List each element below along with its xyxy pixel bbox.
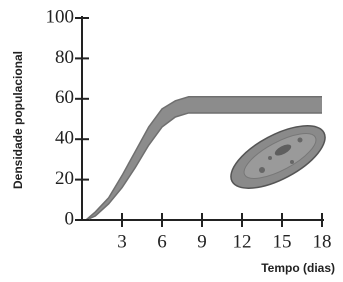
x-tick-label: 9 [197,231,207,252]
x-tick-label: 3 [117,231,127,252]
y-tick-label: 60 [55,87,74,108]
x-axis-label: Tempo (dias) [261,261,335,275]
x-tick-label: 15 [273,231,292,252]
x-tick-label: 18 [313,231,332,252]
x-tick-label: 12 [233,231,252,252]
paramecium-illustration [222,113,334,201]
y-tick-label: 100 [46,6,75,27]
y-tick-label: 0 [65,208,75,229]
y-tick-label: 40 [55,128,74,149]
y-tick-label: 80 [55,47,74,68]
chart: Densidade populacional Tempo (dias) 0 20 4… [0,0,343,282]
x-tick-label: 6 [157,231,167,252]
y-axis-label: Densidade populacional [11,51,25,189]
y-tick-label: 20 [55,168,74,189]
